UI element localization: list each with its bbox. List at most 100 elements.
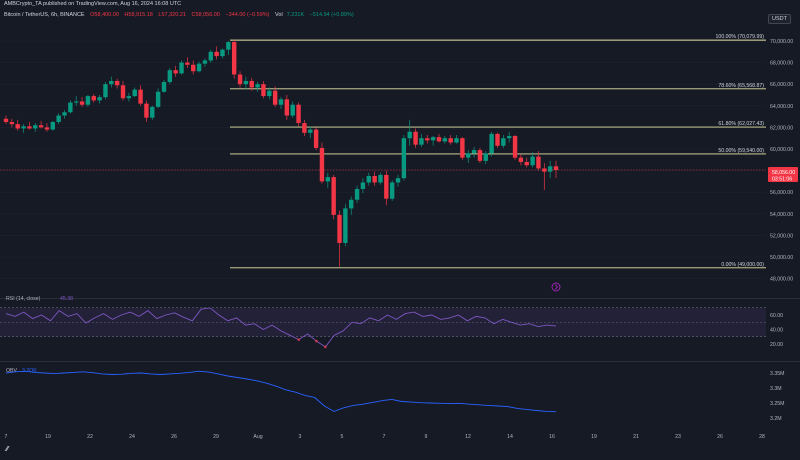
time-tick-label: 24 <box>129 434 135 440</box>
price-tick-label: 56,000.00 <box>770 190 793 196</box>
candle-body <box>512 136 518 158</box>
candle-body <box>407 131 412 139</box>
candle-body <box>237 74 243 85</box>
candle-body <box>196 63 202 72</box>
time-tick-label: 23 <box>675 434 681 440</box>
candle-body <box>337 214 342 243</box>
candle-body <box>38 125 44 128</box>
candle-body <box>471 150 477 154</box>
obv-value: 3.2OK <box>22 368 37 374</box>
price-tick-label: 68,000.00 <box>770 61 793 67</box>
candle-body <box>436 137 442 142</box>
price-tick-label: 62,000.00 <box>770 125 793 131</box>
time-tick-label: 19 <box>45 434 51 440</box>
candle-body <box>331 177 336 215</box>
time-tick-label: 9 <box>425 434 428 440</box>
candle-body <box>302 123 307 133</box>
time-tick-label: 19 <box>591 434 597 440</box>
candle-body <box>442 138 448 142</box>
candle-body <box>62 112 67 116</box>
tradingview-logo: ⁄⁄ <box>6 446 8 453</box>
candle-body <box>372 176 377 183</box>
candle-body <box>378 174 383 183</box>
obv-line <box>5 370 557 413</box>
candle-body <box>50 122 56 130</box>
candle-body <box>144 103 149 118</box>
candle-body <box>466 153 471 158</box>
candle-body <box>208 51 213 61</box>
time-tick-label: 12 <box>465 434 471 440</box>
candle-body <box>79 101 85 105</box>
last-price-marker: 58,056.00 03:51:06 <box>768 167 798 183</box>
alert-icon[interactable] <box>551 282 561 292</box>
candle-body <box>349 199 354 209</box>
time-tick-label: 21 <box>633 434 639 440</box>
candle-body <box>325 177 331 182</box>
rsi-oversold-mark <box>315 339 318 343</box>
ohlc-open: O58,400.00 <box>90 12 119 18</box>
candle-body <box>389 182 395 199</box>
fib-level-label: 50.00% (59,540.00) <box>718 148 764 154</box>
time-tick-label: 26 <box>171 434 177 440</box>
time-tick-label: 7 <box>383 434 386 440</box>
price-tick-label: 60,000.00 <box>770 147 793 153</box>
time-tick-label: 14 <box>507 434 513 440</box>
volume-change: −514.94 (+0.89%) <box>309 12 354 18</box>
candle-body <box>319 147 325 182</box>
obv-pane: OBV 3.2OK 3.35M 3.3M 3.25M 3.2M <box>5 368 784 422</box>
obv-tick-label: 3.3M <box>770 386 782 392</box>
candle-body <box>3 118 9 122</box>
candle-body <box>150 106 155 118</box>
candle-body <box>120 85 126 99</box>
candle-body <box>360 182 366 189</box>
fib-level-label: 0.00% (49,000.00) <box>721 262 764 268</box>
price-axis[interactable]: 70,000.00 68,000.00 66,000.00 64,000.00 62,0… <box>770 39 793 283</box>
ohlc-high: H58,915.18 <box>124 12 153 18</box>
candle-body <box>489 133 494 154</box>
time-tick-label: 29 <box>213 434 219 440</box>
currency-selector[interactable]: USDT <box>768 14 791 24</box>
candle-body <box>495 133 500 146</box>
grid-lines <box>0 40 766 279</box>
candle-body <box>501 138 506 146</box>
candle-body <box>425 138 430 141</box>
candle-body <box>547 166 553 172</box>
candle-body <box>220 49 225 57</box>
candle-body <box>97 97 102 101</box>
time-tick-label: 22 <box>87 434 93 440</box>
time-tick-label: 28 <box>759 434 765 440</box>
candle-body <box>267 90 272 97</box>
candle-body <box>354 188 360 200</box>
candle-body <box>518 157 524 162</box>
candle-body <box>308 129 313 133</box>
obv-tick-label: 3.2M <box>770 416 782 422</box>
candle-body <box>161 82 167 92</box>
candle-body <box>126 96 132 99</box>
candle-body <box>114 80 120 86</box>
candle-body <box>249 80 254 88</box>
candle-body <box>103 84 108 98</box>
candle-body <box>448 138 453 143</box>
candle-body <box>313 129 319 148</box>
obv-label: OBV <box>6 368 17 374</box>
symbol-title[interactable]: Bitcoin / TetherUS, 6h, BINANCE <box>4 12 85 18</box>
price-tick-label: 48,000.00 <box>770 277 793 283</box>
candle-body <box>255 84 260 88</box>
price-tick-label: 50,000.00 <box>770 255 793 261</box>
rsi-tick-label: 60.00 <box>770 313 783 319</box>
candle-body <box>430 137 436 141</box>
price-tick-label: 54,000.00 <box>770 212 793 218</box>
rsi-pane: RSI (14, close) 45.38 60.00 40.00 20.00 <box>0 296 783 349</box>
time-axis[interactable]: 7 19 22 24 26 29 Aug 3 5 7 9 12 14 16 19 21 23 26 28 <box>5 434 765 440</box>
volume-label: Vol <box>275 12 283 18</box>
candle-body <box>290 104 295 116</box>
candle-body <box>454 138 459 143</box>
candle-body <box>243 80 249 85</box>
candle-body <box>506 136 512 139</box>
candle-body <box>167 70 173 83</box>
fibonacci-retracement[interactable]: 100.00% (70,079.99) 78.60% (65,568.87) 61.… <box>230 34 766 269</box>
candle-body <box>343 208 348 243</box>
candle-body <box>9 122 15 125</box>
price-tick-label: 52,000.00 <box>770 233 793 239</box>
